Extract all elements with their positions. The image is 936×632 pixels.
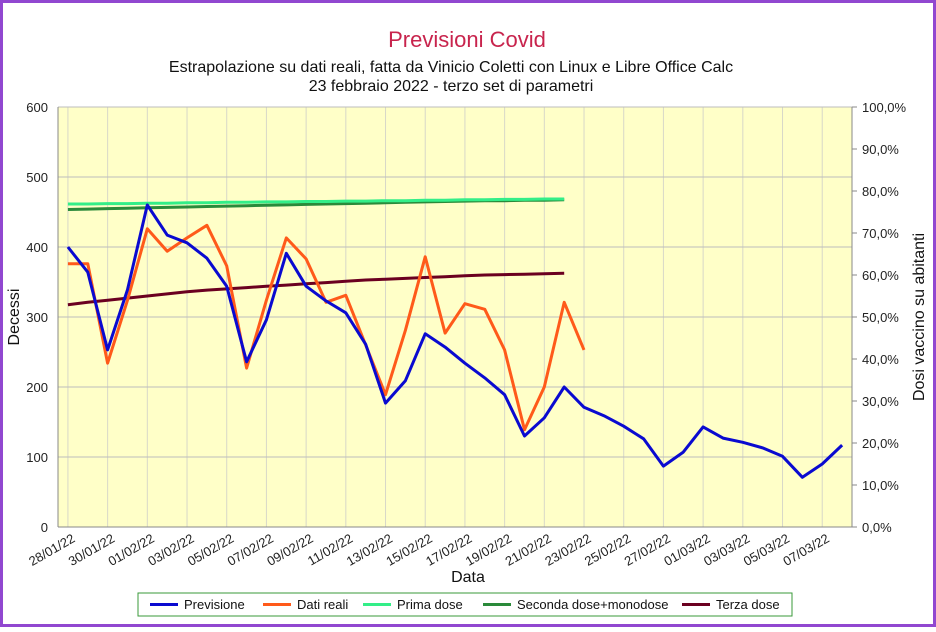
legend — [137, 592, 793, 617]
y-tick-label: 500 — [26, 170, 48, 185]
y2-tick-label: 70,0% — [862, 226, 899, 241]
y-tick-label: 400 — [26, 240, 48, 255]
y2-axis-title: Dosi vaccino su abitanti — [911, 233, 928, 401]
subtitle: 23 febbraio 2022 - terzo set di parametr… — [309, 78, 594, 95]
y2-tick-label: 100,0% — [862, 100, 907, 115]
y2-tick-label: 10,0% — [862, 478, 899, 493]
legend-label: Seconda dose+monodose — [517, 597, 668, 612]
y2-tick-label: 30,0% — [862, 394, 899, 409]
legend-label: Dati reali — [297, 597, 348, 612]
y2-tick-label: 20,0% — [862, 436, 899, 451]
legend-label: Prima dose — [397, 597, 463, 612]
legend-label: Terza dose — [716, 597, 780, 612]
y2-tick-label: 0,0% — [862, 520, 892, 535]
y-tick-label: 200 — [26, 380, 48, 395]
y2-tick-label: 80,0% — [862, 184, 899, 199]
chart-title: Previsioni Covid — [388, 27, 546, 52]
y-axis-title: Decessi — [6, 289, 23, 346]
legend-label: Previsione — [184, 597, 245, 612]
y2-tick-label: 40,0% — [862, 352, 899, 367]
subtitle: Estrapolazione su dati reali, fatta da V… — [169, 59, 733, 76]
y2-tick-label: 60,0% — [862, 268, 899, 283]
y2-tick-label: 50,0% — [862, 310, 899, 325]
y-tick-label: 0 — [41, 520, 48, 535]
y2-tick-label: 90,0% — [862, 142, 899, 157]
series-line — [66, 203, 844, 479]
x-axis-title: Data — [451, 569, 485, 586]
y-tick-label: 300 — [26, 310, 48, 325]
y-tick-label: 600 — [26, 100, 48, 115]
series-line — [67, 197, 565, 206]
y-tick-label: 100 — [26, 450, 48, 465]
